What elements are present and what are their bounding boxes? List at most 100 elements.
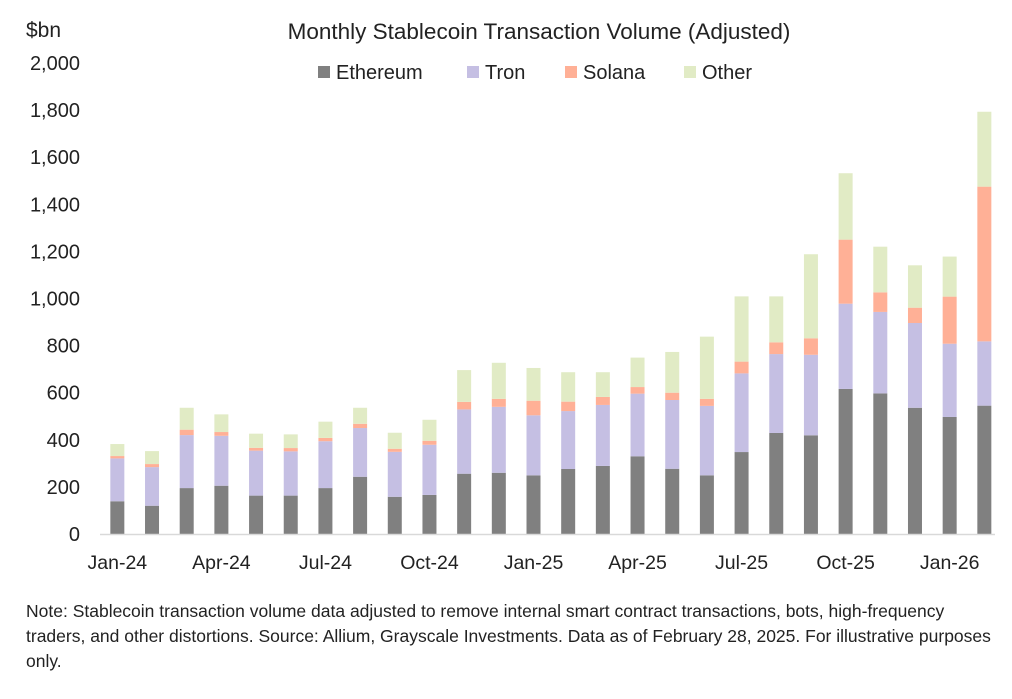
bar-other-feb-25 [561,372,576,402]
bar-ethereum-nov-24 [457,473,472,534]
bar-ethereum-feb-24 [145,505,160,534]
bar-ethereum-feb-25 [561,469,576,534]
bar-ethereum-oct-24 [422,494,437,534]
bar-ethereum-mar-24 [179,488,194,534]
bar-solana-feb-26 [977,186,992,342]
bar-other-feb-24 [145,451,160,465]
bar-ethereum-jun-24 [283,495,298,534]
x-tick-label: Jul-25 [715,552,768,574]
bar-ethereum-jan-25 [526,475,541,534]
bar-other-may-24 [249,433,264,448]
bar-ethereum-jul-25 [734,452,749,534]
bar-tron-nov-24 [457,409,472,474]
y-tick-label: 1,000 [30,289,80,311]
bar-tron-apr-24 [214,435,229,486]
y-tick-label: 1,400 [30,194,80,216]
bar-solana-nov-24 [457,401,472,410]
bar-ethereum-nov-25 [873,393,888,534]
bar-solana-jan-25 [526,400,541,416]
bar-solana-oct-25 [838,239,853,304]
bar-ethereum-aug-25 [769,432,784,534]
x-tick-label: Apr-24 [192,552,251,574]
legend-label-tron: Tron [485,62,525,84]
bar-solana-aug-25 [769,342,784,355]
bar-tron-apr-25 [630,393,645,457]
x-tick-label: Apr-25 [608,552,667,574]
bar-solana-sep-25 [803,338,818,355]
y-tick-label: 2,000 [30,53,80,75]
bar-ethereum-oct-25 [838,388,853,534]
bar-solana-feb-25 [561,401,576,412]
legend-swatch-solana [565,66,577,78]
bar-solana-oct-24 [422,440,437,445]
y-axis: 0 200 400 600 800 1,000 1,200 1,400 1,600 1,800 2,… [30,53,80,546]
bar-tron-oct-25 [838,303,853,389]
x-axis: Jan-24 Apr-24 Jul-24 Oct-24 Jan-25 Apr-25 Jul-… [88,552,980,574]
bar-solana-dec-24 [491,398,506,407]
x-tick-label: Jan-24 [88,552,148,574]
bar-other-nov-25 [873,246,888,293]
chart-title: Monthly Stablecoin Transaction Volume (A… [288,19,791,44]
legend-label-solana: Solana [583,62,646,84]
bar-solana-jul-25 [734,361,749,374]
y-tick-label: 1,200 [30,241,80,263]
legend-swatch-ethereum [318,66,330,78]
bar-tron-mar-24 [179,435,194,489]
bar-other-nov-24 [457,370,472,402]
bar-solana-jan-24 [110,456,125,459]
y-tick-label: 1,800 [30,100,80,122]
bar-other-jul-24 [318,421,333,438]
bar-tron-jun-24 [283,451,298,496]
bar-ethereum-jul-24 [318,488,333,534]
bar-solana-jun-25 [699,398,714,406]
bar-tron-feb-24 [145,467,160,506]
bar-tron-dec-24 [491,406,506,473]
bar-tron-jul-25 [734,373,749,453]
bar-tron-nov-25 [873,311,888,394]
legend: Ethereum Tron Solana Other [318,62,752,84]
bar-ethereum-mar-25 [595,465,610,534]
bar-tron-jun-25 [699,405,714,476]
y-tick-label: 0 [69,524,80,546]
bar-solana-mar-25 [595,396,610,405]
bar-tron-aug-24 [353,428,368,477]
bar-solana-apr-24 [214,432,229,436]
bar-ethereum-jan-24 [110,501,125,534]
bar-other-feb-26 [977,111,992,187]
y-axis-unit-label: $bn [26,19,61,42]
bar-solana-apr-25 [630,387,645,394]
bar-other-jul-25 [734,296,749,362]
y-tick-label: 1,600 [30,147,80,169]
bar-ethereum-apr-25 [630,456,645,534]
bar-tron-may-25 [665,400,680,469]
bar-tron-dec-25 [907,322,922,408]
bar-tron-sep-24 [387,451,402,497]
x-tick-label: Oct-24 [400,552,459,574]
bar-other-jan-25 [526,367,541,401]
bar-other-may-25 [665,351,680,393]
bar-other-oct-25 [838,173,853,240]
bar-solana-jul-24 [318,437,333,442]
bar-tron-may-24 [249,450,264,496]
bar-tron-feb-26 [977,341,992,406]
bar-ethereum-may-24 [249,495,264,534]
bar-other-jun-24 [283,434,298,449]
bar-solana-jan-26 [942,296,957,344]
bar-ethereum-dec-25 [907,407,922,534]
bar-solana-mar-24 [179,429,194,436]
bar-other-dec-24 [491,362,506,399]
bar-tron-sep-25 [803,354,818,436]
bar-solana-may-24 [249,447,264,451]
bar-tron-jan-25 [526,415,541,476]
x-tick-label: Jul-24 [299,552,352,574]
bar-solana-may-25 [665,392,680,401]
bar-other-apr-25 [630,357,645,388]
bar-ethereum-jun-25 [699,475,714,534]
bar-other-dec-25 [907,265,922,308]
legend-label-other: Other [702,62,752,84]
bars [110,111,992,534]
bar-ethereum-sep-24 [387,496,402,534]
bar-tron-mar-25 [595,404,610,466]
bar-other-jun-25 [699,336,714,399]
